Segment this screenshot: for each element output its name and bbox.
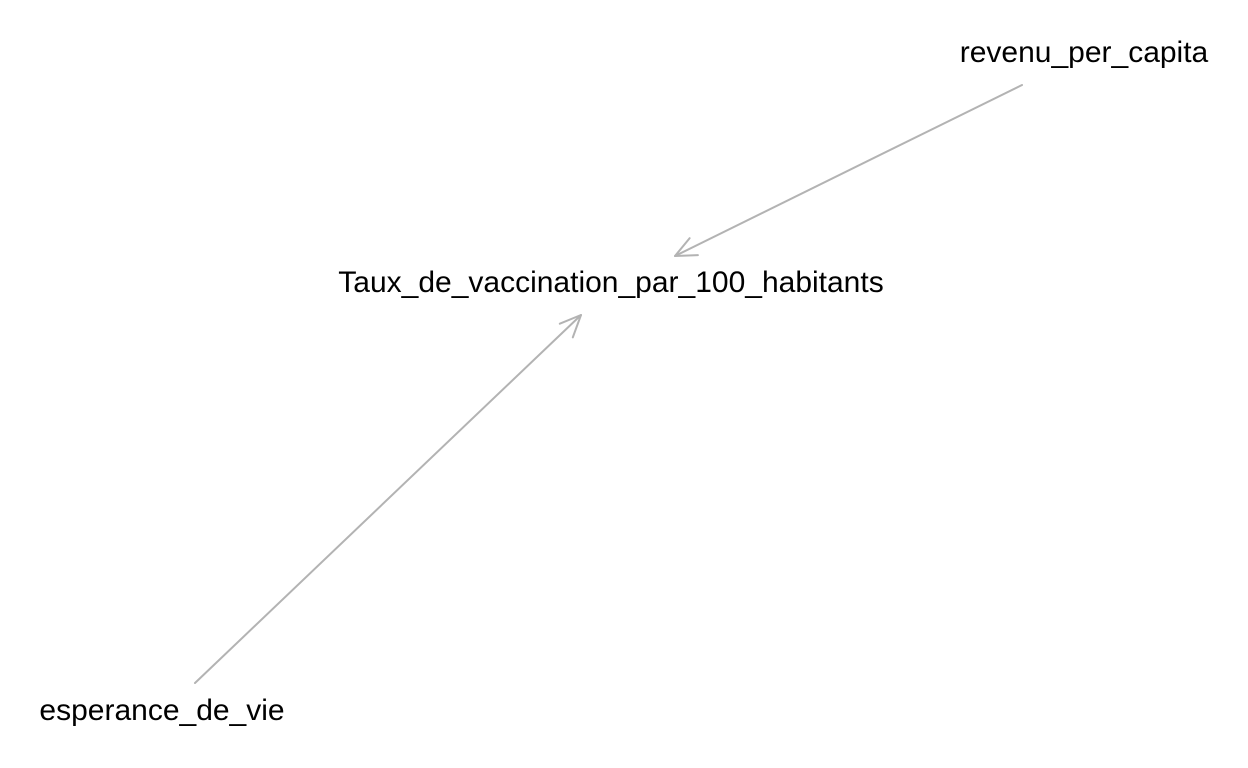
node-revenu-per-capita: revenu_per_capita [960,36,1209,69]
arrowhead-icon [558,314,582,339]
node-taux-de-vaccination: Taux_de_vaccination_par_100_habitants [338,266,883,299]
node-esperance-de-vie: esperance_de_vie [39,694,284,727]
arrowhead-icon [674,237,699,257]
edge-line [674,84,1023,257]
edge-revenu-to-taux [674,84,1023,257]
edge-line [194,314,582,684]
edge-esperance-to-taux [194,314,582,684]
